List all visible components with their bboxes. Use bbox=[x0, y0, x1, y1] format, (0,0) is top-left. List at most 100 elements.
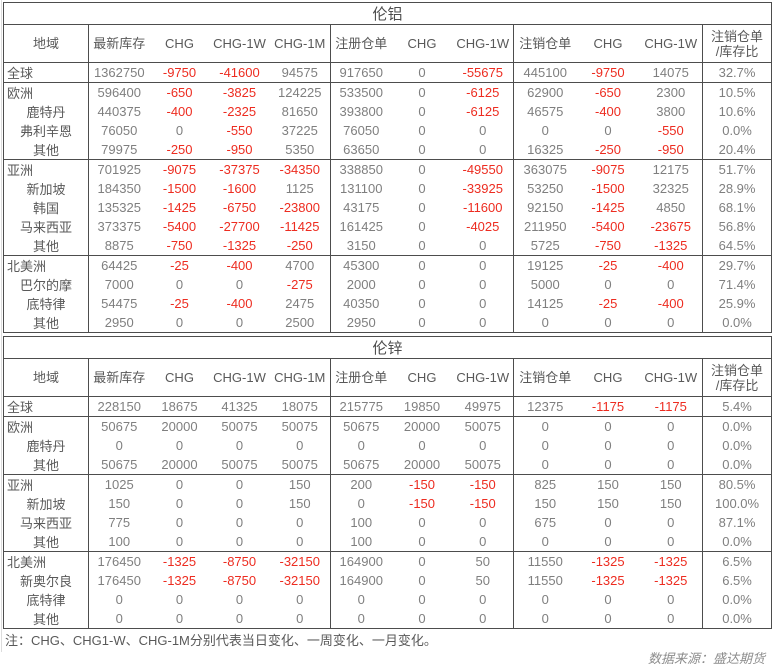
table-row: 其他 79975 -250 -950 5350 63650 0 0 16325 -250 -950 2… bbox=[4, 140, 772, 160]
table-row: 亚洲 1025 0 0 150 200 -150 -150 825 150 150 80.5% bbox=[3, 474, 772, 494]
value-cell: 79975 bbox=[88, 140, 150, 160]
value-cell: 0 bbox=[479, 142, 487, 157]
value-cell: 64.5% bbox=[701, 236, 772, 256]
value-cell: 4700 bbox=[269, 255, 331, 275]
aluminum-inventory-table: 伦铝 地域 最新库存 CHG CHG-1W CHG-1M 注册仓单 CHG CHG-1W 注销仓… bbox=[3, 2, 773, 333]
value-cell: -1500 bbox=[162, 181, 197, 196]
column-header: CHG-1W bbox=[452, 358, 514, 397]
value-cell: -1325 bbox=[654, 573, 688, 588]
value-cell: -400 bbox=[209, 255, 270, 275]
value-cell: -33925 bbox=[462, 181, 503, 196]
value-cell: 338850 bbox=[330, 159, 392, 179]
value-cell: 3150 bbox=[330, 236, 392, 256]
value-cell: 14075 bbox=[652, 65, 689, 80]
region-cell: 亚洲 bbox=[3, 474, 89, 494]
value-cell: -55675 bbox=[462, 65, 503, 80]
value-cell: -250 bbox=[594, 142, 622, 157]
value-cell: 94575 bbox=[281, 65, 318, 80]
value-cell: 71.4% bbox=[701, 275, 772, 294]
value-cell: 228150 bbox=[88, 396, 150, 417]
table-row: 亚洲 701925 -9075 -37375 -34350 338850 0 -49550 36… bbox=[3, 159, 772, 179]
value-cell: 43175 bbox=[330, 198, 392, 217]
value-cell: 124225 bbox=[269, 82, 331, 102]
value-cell: 50 bbox=[452, 551, 514, 571]
value-cell: 0 bbox=[175, 592, 184, 607]
value-cell: 4850 bbox=[656, 200, 686, 215]
table-row: 鹿特丹 440375 -400 -2325 81650 393800 0 -6125 46575… bbox=[4, 102, 772, 121]
value-cell: 20000 bbox=[149, 416, 210, 436]
value-cell: 3800 bbox=[656, 104, 686, 119]
value-cell: 215775 bbox=[330, 396, 392, 417]
value-cell: 2475 bbox=[285, 296, 315, 311]
value-cell: 0 bbox=[175, 534, 184, 549]
value-cell: -400 bbox=[166, 104, 193, 119]
value-cell: 0 bbox=[604, 277, 612, 292]
value-cell: -32150 bbox=[269, 551, 331, 571]
column-header: 最新库存 bbox=[88, 24, 150, 63]
value-cell: -8750 bbox=[209, 551, 270, 571]
value-cell: 45300 bbox=[330, 255, 392, 275]
value-cell: -250 bbox=[166, 142, 193, 157]
value-cell: 200 bbox=[330, 474, 392, 494]
table-row: 新加坡 184350 -1500 -1600 1125 131100 0 -33925 5325… bbox=[4, 179, 772, 198]
value-cell: -11600 bbox=[462, 200, 503, 215]
column-header: CHG-1W bbox=[209, 358, 270, 397]
value-cell: -9075 bbox=[149, 159, 210, 179]
value-cell: 0 bbox=[513, 590, 577, 609]
value-cell: 0 bbox=[418, 277, 426, 292]
value-cell: 0 bbox=[418, 573, 426, 588]
value-cell: 0 bbox=[418, 200, 426, 215]
value-cell: 100 bbox=[88, 532, 150, 552]
column-header: 注销仓单/库存比 bbox=[701, 358, 772, 397]
region-cell: 欧洲 bbox=[3, 416, 89, 436]
value-cell: 0 bbox=[418, 142, 426, 157]
value-cell: -400 bbox=[226, 296, 253, 311]
value-cell: 50075 bbox=[221, 457, 258, 472]
value-cell: 50675 bbox=[330, 416, 392, 436]
region-cell: 其他 bbox=[32, 612, 59, 627]
region-cell: 新加坡 bbox=[26, 182, 66, 197]
value-cell: 5.4% bbox=[701, 396, 772, 417]
value-cell: 18075 bbox=[281, 399, 318, 414]
value-cell: 0 bbox=[235, 438, 244, 453]
value-cell: 701925 bbox=[88, 159, 150, 179]
value-cell: 0 bbox=[175, 438, 184, 453]
value-cell: -1325 bbox=[222, 238, 257, 253]
table-row: 其他 50675 20000 50075 50075 50675 20000 50075 0 0 0… bbox=[4, 455, 772, 475]
region-cell: 鹿特丹 bbox=[26, 105, 66, 120]
value-cell: 1025 bbox=[88, 474, 150, 494]
value-cell: 7000 bbox=[88, 275, 150, 294]
header-row: 地域 最新库存 CHG CHG-1W CHG-1M 注册仓单 CHG CHG-1W 注销仓单 CH… bbox=[3, 24, 772, 63]
value-cell: 0 bbox=[235, 315, 244, 330]
value-cell: 0.0% bbox=[701, 455, 772, 475]
table-row: 其他 8875 -750 -1325 -250 3150 0 0 5725 -750 -1325 64… bbox=[4, 236, 772, 256]
value-cell: -27700 bbox=[219, 219, 260, 234]
value-cell: 0 bbox=[418, 611, 426, 626]
value-cell: -2325 bbox=[222, 104, 257, 119]
value-cell: 10.6% bbox=[701, 102, 772, 121]
value-cell: 0 bbox=[418, 238, 426, 253]
value-cell: 0 bbox=[175, 515, 184, 530]
value-cell: 19125 bbox=[513, 255, 577, 275]
value-cell: -41600 bbox=[219, 65, 260, 80]
value-cell: 16325 bbox=[513, 140, 577, 160]
region-cell: 其他 bbox=[32, 535, 59, 550]
value-cell: 150 bbox=[639, 474, 703, 494]
column-header: 注销仓单 bbox=[513, 24, 577, 63]
region-cell: 马来西亚 bbox=[19, 220, 72, 235]
value-cell: -750 bbox=[166, 238, 193, 253]
value-cell: 131100 bbox=[330, 179, 392, 198]
value-cell: 917650 bbox=[330, 62, 392, 83]
value-cell: 150 bbox=[659, 496, 682, 511]
region-cell: 巴尔的摩 bbox=[19, 278, 72, 293]
value-cell: -9075 bbox=[576, 159, 640, 179]
value-cell: 150 bbox=[576, 474, 640, 494]
value-cell: 0 bbox=[296, 515, 304, 530]
value-cell: 0.0% bbox=[701, 436, 772, 455]
value-cell: 135325 bbox=[88, 198, 150, 217]
value-cell: 8875 bbox=[88, 236, 150, 256]
value-cell: -1425 bbox=[162, 200, 197, 215]
value-cell: 20.4% bbox=[701, 140, 772, 160]
value-cell: 76050 bbox=[330, 121, 392, 140]
value-cell: -1325 bbox=[162, 573, 197, 588]
